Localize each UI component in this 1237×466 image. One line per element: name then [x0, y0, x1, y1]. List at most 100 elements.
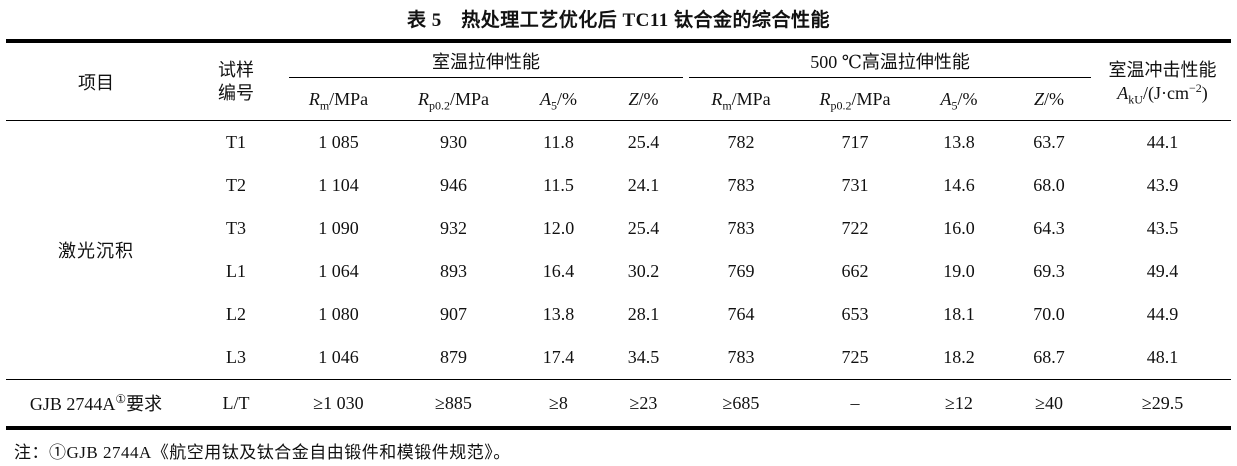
data-cell: 653	[841, 304, 869, 324]
data-cell: 1 085	[318, 132, 359, 152]
data-cell: 1 080	[318, 304, 359, 324]
data-cell: 30.2	[627, 261, 660, 281]
subcol-rm-rt: Rm/MPa	[286, 78, 391, 121]
data-cell: 1 104	[318, 175, 359, 195]
table-row-requirement: GJB 2744A①要求 L/T ≥1 030 ≥885 ≥8 ≥23 ≥685…	[6, 379, 1232, 428]
subcol-rp02-ht: Rp0.2/MPa	[796, 78, 914, 121]
data-cell: 68.0	[1033, 175, 1065, 195]
data-cell: 764	[727, 304, 755, 324]
data-cell: ≥8	[516, 379, 601, 428]
sample-id: L2	[226, 304, 246, 324]
properties-table: 项目 试样 编号 室温拉伸性能 500 ℃高温拉伸性能 室温冲击性能 AkU/(…	[6, 39, 1232, 430]
data-cell: 11.8	[543, 132, 574, 152]
data-cell: ≥12	[914, 379, 1004, 428]
data-cell: 16.0	[943, 218, 975, 238]
data-cell: 64.3	[1033, 218, 1065, 238]
data-cell: 783	[727, 175, 755, 195]
data-cell: 725	[841, 347, 869, 367]
data-cell: 717	[841, 132, 869, 152]
data-cell: 49.4	[1146, 261, 1179, 281]
data-cell: 769	[727, 261, 755, 281]
group-header-500c-tensile: 500 ℃高温拉伸性能	[686, 41, 1094, 78]
col-header-item: 项目	[6, 41, 186, 121]
col-header-impact: 室温冲击性能 AkU/(J·cm−2)	[1094, 41, 1232, 121]
data-cell: 13.8	[542, 304, 575, 324]
table-row-l2: L2 1 080 907 13.8 28.1 764 653 18.1 70.0…	[6, 293, 1231, 336]
data-cell: 946	[440, 175, 467, 195]
subcol-rp02-rt: Rp0.2/MPa	[391, 78, 516, 121]
subcol-z-rt: Z/%	[601, 78, 686, 121]
data-cell: 893	[440, 261, 467, 281]
data-cell: 18.2	[943, 347, 975, 367]
data-cell: 1 090	[318, 218, 359, 238]
sample-id: T1	[226, 132, 246, 152]
data-cell: 63.7	[1033, 132, 1065, 152]
data-cell: 879	[440, 347, 467, 367]
sample-id: T2	[226, 175, 246, 195]
data-cell: ≥685	[686, 379, 796, 428]
table-row-t1: 激光沉积 T1 1 085 930 11.8 25.4 782 717 13.8…	[6, 121, 1231, 261]
data-cell: 25.4	[627, 132, 660, 152]
process-group-label: 激光沉积	[58, 241, 134, 261]
sample-id: L/T	[186, 379, 286, 428]
data-cell: 25.4	[627, 218, 660, 238]
col-header-sample-line2: 编号	[218, 82, 254, 103]
requirement-label: GJB 2744A①要求	[6, 379, 186, 428]
data-cell: 19.0	[943, 261, 975, 281]
data-cell: 1 046	[318, 347, 359, 367]
data-cell: 783	[727, 347, 755, 367]
subcol-a5-rt: A5/%	[516, 78, 601, 121]
data-cell: 68.7	[1033, 347, 1065, 367]
data-cell: 1 064	[318, 261, 359, 281]
subcol-z-ht: Z/%	[1004, 78, 1095, 121]
subcol-rm-ht: Rm/MPa	[686, 78, 796, 121]
table-row-t2: T2 1 104 946 11.5 24.1 783 731 14.6 68.0…	[6, 164, 1231, 207]
sample-id: L1	[226, 261, 246, 281]
data-cell: 70.0	[1033, 304, 1065, 324]
data-cell: 18.1	[943, 304, 975, 324]
footnote-marker: ①	[115, 392, 127, 406]
sample-id: L3	[226, 347, 246, 367]
data-cell: ≥885	[391, 379, 516, 428]
subcol-a5-ht: A5/%	[914, 78, 1004, 121]
data-cell: 44.1	[1146, 132, 1179, 152]
data-cell: 930	[440, 132, 467, 152]
table-footnote: 注：①GJB 2744A《航空用钛及钛合金自由锻件和模锻件规范》。	[14, 443, 511, 462]
data-cell: 13.8	[943, 132, 975, 152]
data-cell: 722	[841, 218, 869, 238]
col-header-sample-line1: 试样	[218, 59, 254, 80]
table-row-l1: L1 1 064 893 16.4 30.2 769 662 19.0 69.3…	[6, 250, 1231, 293]
table-row-l3: L3 1 046 879 17.4 34.5 783 725 18.2 68.7…	[6, 336, 1231, 380]
data-cell: ≥40	[1004, 379, 1095, 428]
data-cell: 14.6	[943, 175, 975, 195]
data-cell: 43.9	[1146, 175, 1179, 195]
data-cell: 662	[841, 261, 869, 281]
table-title: 表 5 热处理工艺优化后 TC11 钛合金的综合性能	[406, 10, 831, 31]
data-cell: 907	[440, 304, 467, 324]
data-cell: 11.5	[543, 175, 574, 195]
data-cell: 782	[727, 132, 755, 152]
data-cell: 69.3	[1033, 261, 1065, 281]
data-cell: 17.4	[542, 347, 575, 367]
data-cell: ≥23	[601, 379, 686, 428]
data-cell: 16.4	[542, 261, 575, 281]
data-cell: 28.1	[627, 304, 660, 324]
data-cell: 44.9	[1146, 304, 1179, 324]
data-cell: 48.1	[1146, 347, 1179, 367]
data-cell: 34.5	[627, 347, 660, 367]
data-cell: 24.1	[627, 175, 660, 195]
impact-header-formula: AkU/(J·cm−2)	[1117, 80, 1208, 107]
data-cell: 43.5	[1146, 218, 1179, 238]
sample-id: T3	[226, 218, 246, 238]
data-cell: ≥29.5	[1094, 379, 1232, 428]
data-cell: 932	[440, 218, 467, 238]
table-row-t3: T3 1 090 932 12.0 25.4 783 722 16.0 64.3…	[6, 207, 1231, 250]
impact-header-text: 室温冲击性能	[1108, 59, 1217, 80]
header-row-subcols: Rm/MPa Rp0.2/MPa A5/% Z/% Rm/MPa Rp0.2/M…	[6, 78, 1231, 121]
data-cell: ≥1 030	[286, 379, 391, 428]
group-header-room-temp-tensile: 室温拉伸性能	[286, 41, 686, 78]
data-cell: –	[796, 379, 914, 428]
data-cell: 12.0	[542, 218, 575, 238]
col-header-sample-no: 试样 编号	[186, 41, 286, 121]
